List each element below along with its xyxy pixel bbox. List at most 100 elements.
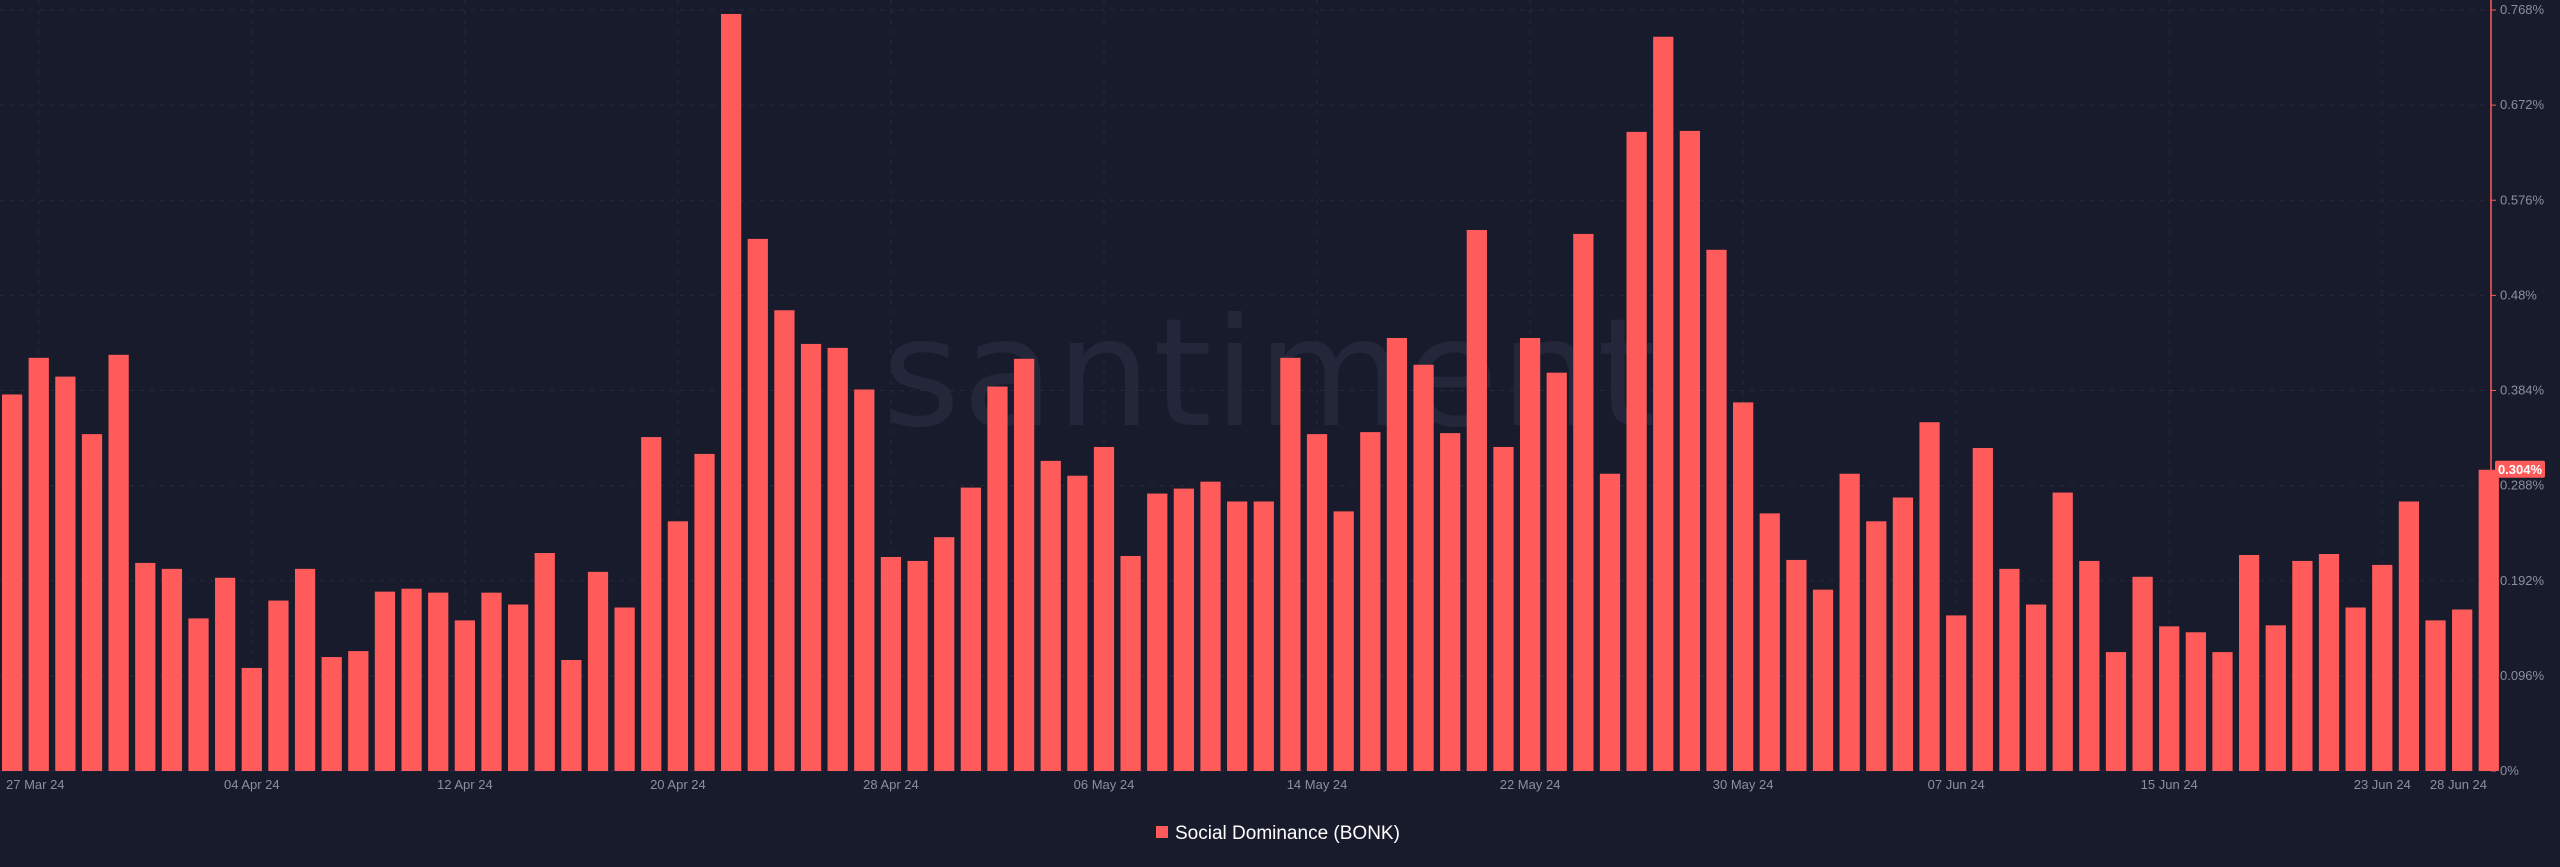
bar[interactable] <box>747 238 768 771</box>
bar[interactable] <box>28 357 49 771</box>
bar[interactable] <box>800 343 822 771</box>
bar[interactable] <box>1546 372 1567 771</box>
bar[interactable] <box>721 13 742 771</box>
bar[interactable] <box>188 618 209 771</box>
bar[interactable] <box>614 607 635 772</box>
current-value-badge: 0.304% <box>2495 460 2545 478</box>
legend[interactable]: Social Dominance (BONK) <box>1156 823 1400 844</box>
bar[interactable] <box>1573 233 1594 771</box>
bar[interactable] <box>2025 604 2047 771</box>
bar[interactable] <box>2265 625 2286 771</box>
bar[interactable] <box>641 437 662 771</box>
bar[interactable] <box>1227 501 1248 771</box>
bar[interactable] <box>348 651 369 771</box>
bar[interactable] <box>2185 632 2206 771</box>
bar[interactable] <box>880 556 902 771</box>
bar[interactable] <box>1306 434 1328 771</box>
bar[interactable] <box>1333 511 1354 771</box>
bar[interactable] <box>774 310 795 771</box>
bar[interactable] <box>1147 493 1168 771</box>
bar[interactable] <box>1866 521 1887 771</box>
bar[interactable] <box>561 660 582 771</box>
bar[interactable] <box>1253 501 1274 771</box>
bar[interactable] <box>667 521 689 771</box>
bar[interactable] <box>1493 446 1514 771</box>
bar[interactable] <box>81 434 103 771</box>
bar[interactable] <box>1120 555 1141 771</box>
bar[interactable] <box>1679 130 1700 771</box>
bar[interactable] <box>587 571 609 771</box>
bar[interactable] <box>135 562 156 771</box>
bar[interactable] <box>1413 364 1434 771</box>
bar[interactable] <box>1466 229 1487 772</box>
bar[interactable] <box>1093 446 1115 771</box>
bar[interactable] <box>1706 249 1727 772</box>
bar[interactable] <box>1759 513 1780 771</box>
bar[interactable] <box>2425 620 2446 771</box>
bar[interactable] <box>215 577 236 771</box>
bar[interactable] <box>1040 460 1061 771</box>
bar[interactable] <box>1786 559 1807 771</box>
bar[interactable] <box>1946 615 1967 771</box>
bar[interactable] <box>1892 497 1914 771</box>
bar[interactable] <box>1440 433 1461 771</box>
bar[interactable] <box>694 453 715 771</box>
bar[interactable] <box>1812 589 1834 771</box>
bar[interactable] <box>2079 560 2100 771</box>
bar[interactable] <box>2345 607 2366 772</box>
bar[interactable] <box>374 591 396 771</box>
bar[interactable] <box>241 667 262 771</box>
bar[interactable] <box>321 657 342 771</box>
bar[interactable] <box>454 620 475 771</box>
bar[interactable] <box>1733 402 1754 771</box>
bar[interactable] <box>1519 337 1541 771</box>
bar[interactable] <box>108 354 129 771</box>
bar[interactable] <box>2452 609 2473 771</box>
y-tick-label: 0.672% <box>2500 97 2545 112</box>
bar[interactable] <box>428 592 449 771</box>
bar[interactable] <box>1653 36 1674 771</box>
bar[interactable] <box>1972 447 1993 771</box>
bar[interactable] <box>854 389 875 771</box>
bar[interactable] <box>2052 492 2073 771</box>
bar[interactable] <box>2159 626 2180 771</box>
bar[interactable] <box>55 376 76 771</box>
bar[interactable] <box>960 487 981 771</box>
bar[interactable] <box>507 604 529 771</box>
bar[interactable] <box>1280 357 1301 771</box>
bar[interactable] <box>2 394 23 771</box>
bar[interactable] <box>534 553 555 771</box>
bar[interactable] <box>2318 554 2340 771</box>
bar[interactable] <box>1999 568 2020 771</box>
bar[interactable] <box>2478 469 2499 771</box>
bar[interactable] <box>1626 131 1647 771</box>
bar[interactable] <box>481 592 502 771</box>
bar[interactable] <box>934 537 955 771</box>
bar[interactable] <box>1599 473 1621 771</box>
bar[interactable] <box>1173 488 1194 771</box>
bar[interactable] <box>2105 652 2127 771</box>
bar[interactable] <box>2212 652 2233 771</box>
bar[interactable] <box>268 600 289 771</box>
bar[interactable] <box>1386 337 1408 771</box>
bar[interactable] <box>1067 475 1088 771</box>
bar[interactable] <box>2239 554 2260 771</box>
bar[interactable] <box>907 560 928 771</box>
bar[interactable] <box>2292 560 2313 771</box>
bar[interactable] <box>827 347 848 771</box>
bar[interactable] <box>294 568 316 771</box>
bar[interactable] <box>2398 501 2420 771</box>
y-axis-ticks: 0% 0.096% 0.192% 0.288% 0.384% 0.48% 0.576% 0.6… <box>2491 2 2545 778</box>
bar[interactable] <box>401 588 422 771</box>
bars[interactable] <box>2 13 2499 772</box>
bar[interactable] <box>2132 576 2153 771</box>
bar[interactable] <box>1013 358 1035 771</box>
bar[interactable] <box>2372 564 2393 771</box>
x-tick-label: 14 May 24 <box>1287 777 1348 792</box>
bar[interactable] <box>1839 473 1860 771</box>
bar[interactable] <box>987 386 1008 771</box>
bar[interactable] <box>1200 481 1221 771</box>
bar[interactable] <box>161 568 183 771</box>
bar[interactable] <box>1919 422 1940 771</box>
bar[interactable] <box>1360 432 1381 771</box>
